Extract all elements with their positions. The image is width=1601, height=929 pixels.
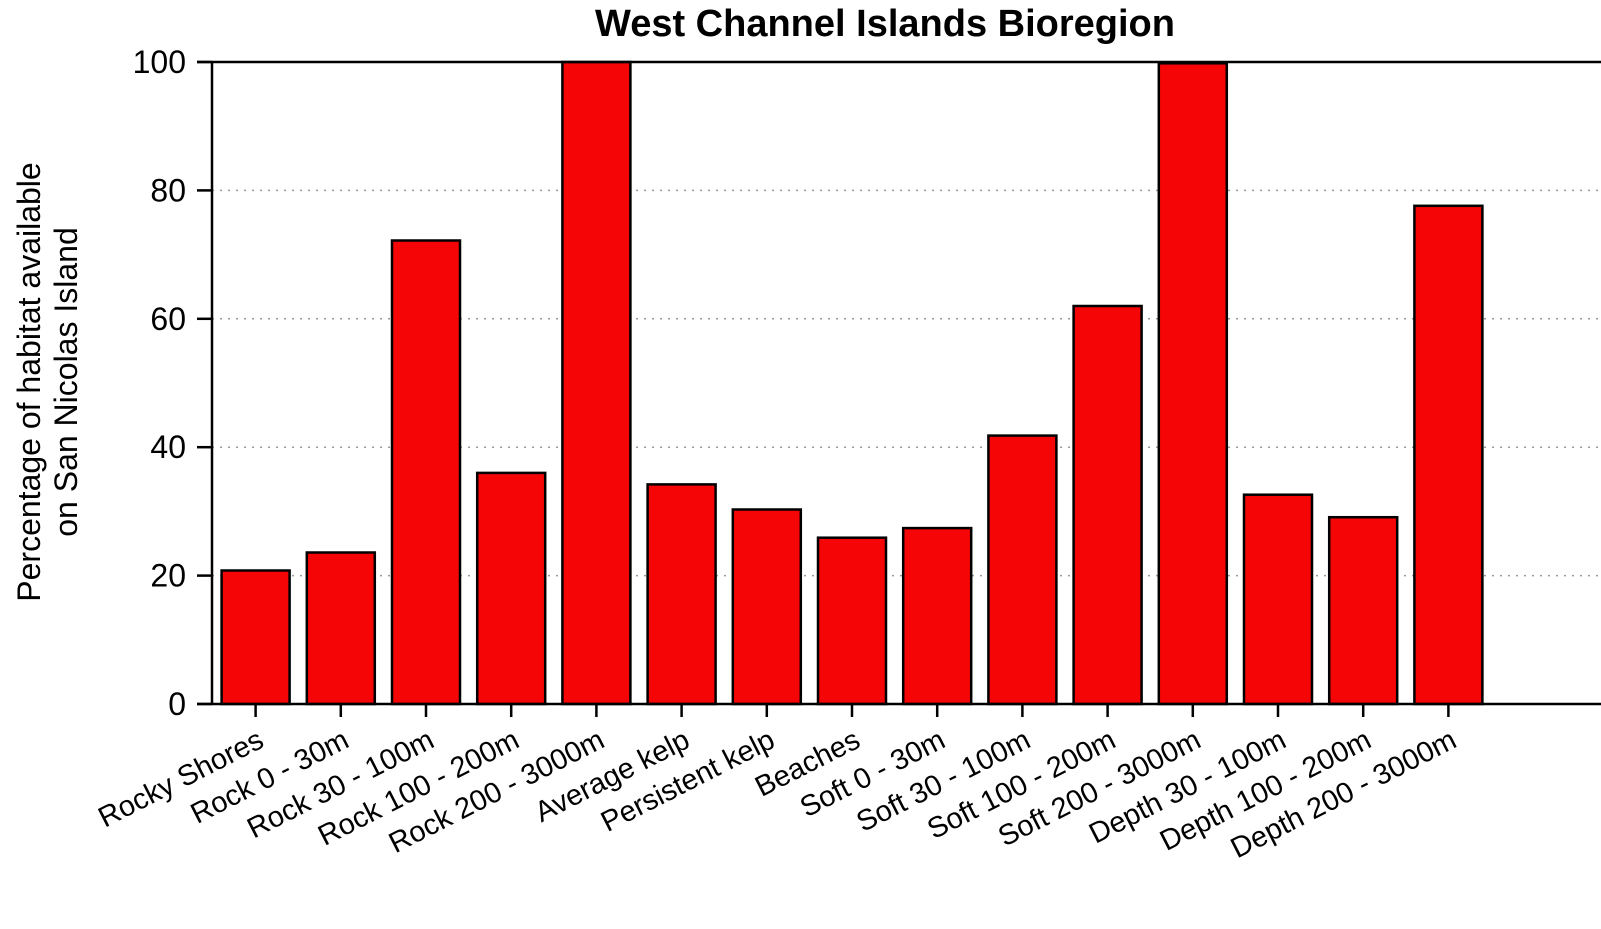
bar-6 [646, 483, 717, 706]
bar-12 [1157, 62, 1229, 706]
chart-title: West Channel Islands Bioregion [595, 3, 1175, 45]
y-tick-label-0: 0 [168, 686, 186, 722]
y-tick-label-20: 20 [150, 558, 186, 594]
bar-9 [901, 526, 973, 706]
y-axis-label: Percentage of habitat available on San N… [11, 162, 84, 601]
y-ticks: 0 20 40 60 80 100 [133, 44, 212, 722]
y-axis-label-line-1: Percentage of habitat available [11, 162, 47, 601]
y-axis-label-line-2: on San Nicolas Island [48, 227, 84, 537]
bar-4 [475, 471, 547, 706]
bar-7 [731, 508, 803, 706]
bar-1 [220, 569, 291, 706]
y-tick-label-100: 100 [133, 44, 186, 80]
bar-10 [987, 434, 1058, 706]
y-tick-label-60: 60 [150, 301, 186, 337]
bar-2 [305, 551, 377, 706]
bar-14 [1327, 515, 1399, 706]
bar-5 [561, 60, 632, 706]
bar-13 [1242, 493, 1314, 706]
bar-11 [1072, 304, 1143, 706]
axes [197, 60, 1601, 706]
y-tick-label-40: 40 [150, 429, 186, 465]
bar-3 [390, 239, 462, 706]
bar-15 [1413, 204, 1484, 706]
bar-8 [816, 536, 888, 706]
y-tick-label-80: 80 [150, 172, 186, 208]
bars [220, 60, 1484, 706]
